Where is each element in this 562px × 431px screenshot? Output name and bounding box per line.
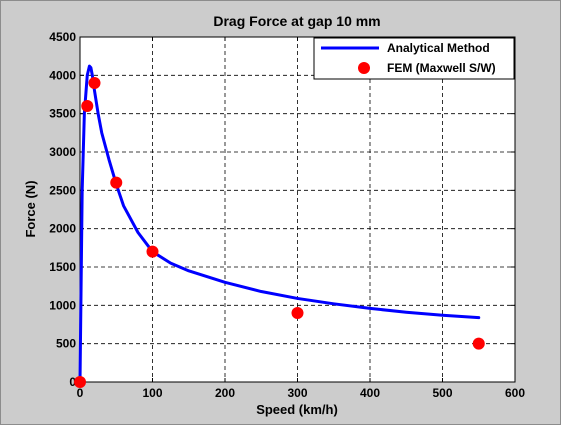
y-tick-label: 3500 (49, 107, 76, 121)
fem-point (291, 307, 304, 319)
fem-point (146, 245, 159, 258)
grid (80, 37, 515, 382)
y-tick-label: 2500 (49, 183, 76, 197)
fem-point (472, 337, 485, 350)
x-tick-label: 0 (77, 386, 84, 400)
x-tick-label: 100 (142, 386, 162, 400)
y-axis-title: Force (N) (23, 180, 38, 237)
chart-title: Drag Force at gap 10 mm (213, 13, 380, 29)
axis-ticks: 0 100 200 300 400 500 600 0 500 1000 1500 2000 2500 3… (49, 30, 525, 400)
fem-point (74, 376, 86, 388)
legend: Analytical Method FEM (Maxwell S/W) (313, 37, 515, 80)
x-tick-label: 300 (287, 386, 307, 400)
x-tick-label: 600 (505, 386, 525, 400)
series-line-analytical (78, 64, 481, 384)
y-tick-label: 3000 (49, 145, 76, 159)
fem-point (81, 100, 94, 112)
fem-point (110, 176, 123, 189)
legend-label-analytical: Analytical Method (387, 41, 490, 55)
y-tick-label: 1000 (49, 298, 76, 312)
y-tick-label: 500 (56, 337, 76, 351)
x-axis-title: Speed (km/h) (256, 402, 338, 417)
legend-marker-fem (358, 62, 370, 74)
series-layer (74, 64, 485, 388)
y-tick-label: 1500 (49, 260, 76, 274)
x-tick-label: 500 (432, 386, 452, 400)
x-tick-label: 200 (215, 386, 235, 400)
x-tick-label: 400 (360, 386, 380, 400)
y-tick-label: 0 (69, 375, 76, 389)
y-tick-label: 4000 (49, 68, 76, 82)
legend-label-fem: FEM (Maxwell S/W) (387, 61, 496, 75)
y-tick-label: 4500 (49, 30, 76, 44)
legend-box (313, 37, 515, 80)
fem-point (88, 77, 101, 89)
y-tick-label: 2000 (49, 222, 76, 236)
